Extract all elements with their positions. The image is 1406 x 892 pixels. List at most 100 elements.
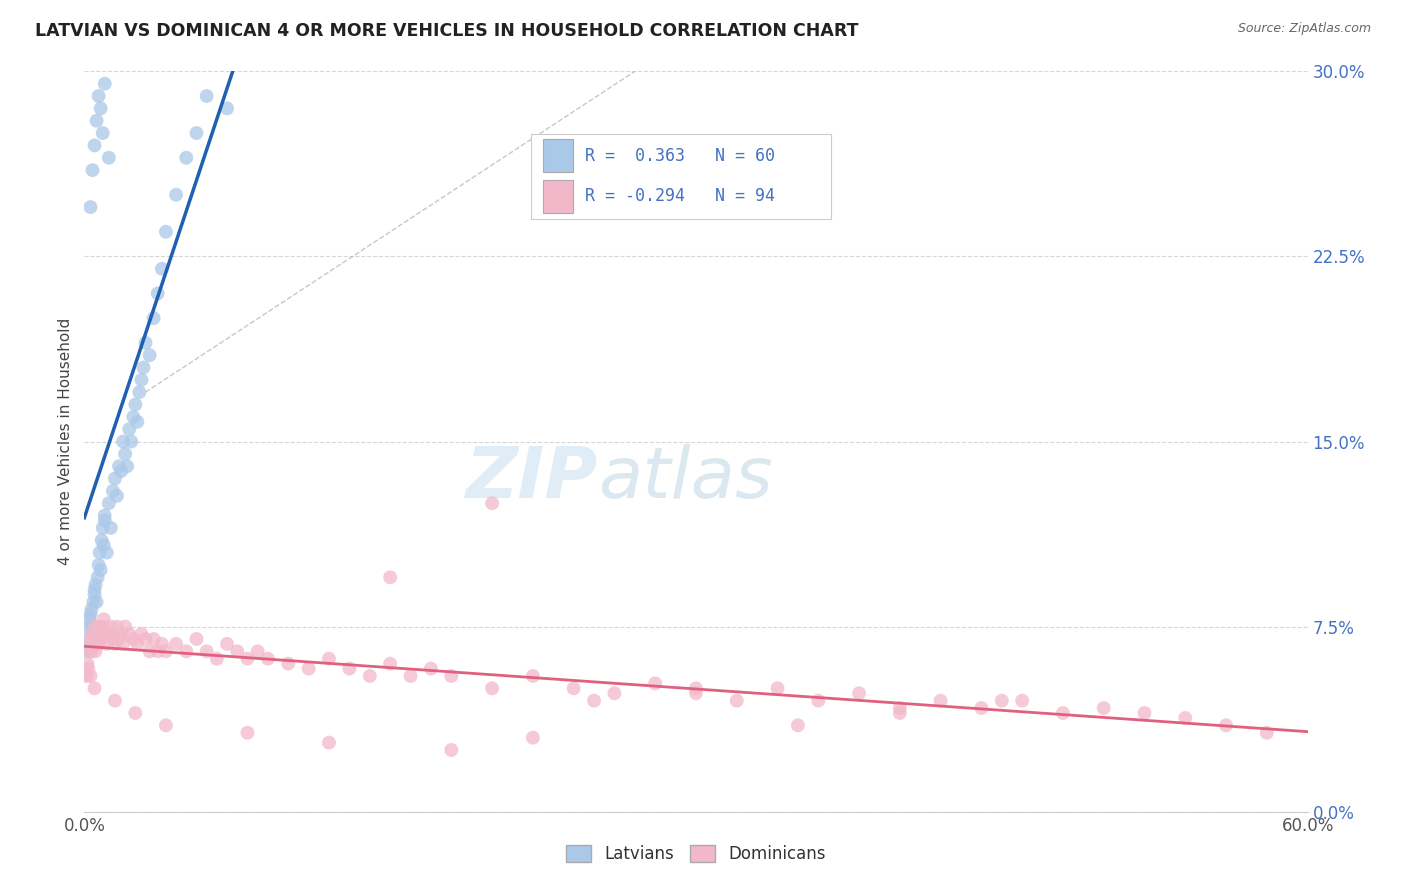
Point — [205, 651, 228, 665]
Point — [138, 644, 160, 658]
Point — [685, 686, 707, 700]
Point — [93, 627, 115, 641]
Point — [380, 570, 402, 584]
Point — [77, 662, 100, 676]
Text: Source: ZipAtlas.com: Source: ZipAtlas.com — [1237, 22, 1371, 36]
Point — [217, 637, 239, 651]
Point — [93, 538, 115, 552]
Point — [787, 718, 810, 732]
Point — [112, 637, 135, 651]
Point — [236, 725, 259, 739]
Text: LATVIAN VS DOMINICAN 4 OR MORE VEHICLES IN HOUSEHOLD CORRELATION CHART: LATVIAN VS DOMINICAN 4 OR MORE VEHICLES … — [35, 22, 859, 40]
Point — [522, 669, 544, 683]
Point — [991, 694, 1014, 708]
Point — [79, 669, 101, 683]
Point — [122, 632, 145, 646]
Point — [1092, 701, 1115, 715]
Point — [90, 632, 112, 646]
Point — [481, 681, 503, 696]
Point — [970, 701, 993, 715]
Point — [142, 632, 165, 646]
Point — [86, 570, 108, 584]
Point — [889, 701, 911, 715]
Point — [142, 311, 165, 326]
Point — [89, 627, 111, 641]
Point — [86, 632, 108, 646]
Point — [97, 627, 120, 641]
Point — [89, 545, 111, 560]
Point — [76, 657, 98, 671]
Point — [90, 563, 112, 577]
Point — [1174, 711, 1197, 725]
Y-axis label: 4 or more Vehicles in Household: 4 or more Vehicles in Household — [58, 318, 73, 566]
Point — [236, 651, 259, 665]
Point — [155, 644, 177, 658]
Point — [87, 637, 110, 651]
Point — [104, 471, 127, 485]
Point — [138, 348, 160, 362]
Point — [115, 459, 138, 474]
Point — [217, 101, 239, 115]
Point — [186, 632, 208, 646]
Point — [83, 619, 105, 633]
Point — [101, 483, 124, 498]
Point — [96, 637, 118, 651]
Point — [318, 736, 340, 750]
Point — [96, 545, 118, 560]
Point — [84, 644, 107, 658]
Point — [174, 151, 197, 165]
Point — [131, 373, 153, 387]
Point — [155, 718, 177, 732]
Point — [87, 558, 110, 572]
Point — [522, 731, 544, 745]
Point — [155, 225, 177, 239]
Point — [725, 694, 748, 708]
Point — [110, 627, 132, 641]
Point — [114, 447, 136, 461]
Point — [603, 686, 626, 700]
Point — [83, 637, 105, 651]
Point — [131, 627, 153, 641]
Point — [79, 632, 101, 646]
Legend: Latvians, Dominicans: Latvians, Dominicans — [560, 838, 832, 870]
Point — [93, 77, 115, 91]
Point — [226, 644, 249, 658]
Point — [339, 662, 361, 676]
Point — [83, 588, 105, 602]
Point — [420, 662, 443, 676]
Point — [86, 113, 108, 128]
Point — [75, 644, 97, 658]
Point — [165, 637, 187, 651]
Point — [104, 637, 127, 651]
Point — [91, 126, 114, 140]
Point — [766, 681, 789, 696]
Point — [1215, 718, 1237, 732]
Point — [246, 644, 269, 658]
Point — [118, 422, 141, 436]
Point — [440, 743, 463, 757]
Point — [583, 694, 606, 708]
Point — [174, 644, 197, 658]
Point — [122, 409, 145, 424]
Point — [146, 644, 169, 658]
Point — [359, 669, 381, 683]
Point — [120, 434, 142, 449]
Point — [91, 521, 114, 535]
Point — [93, 514, 115, 528]
Point — [399, 669, 422, 683]
Point — [93, 612, 115, 626]
Point — [124, 706, 146, 720]
Point — [105, 619, 128, 633]
Point — [79, 607, 101, 622]
Point — [440, 669, 463, 683]
Point — [82, 163, 104, 178]
Point — [108, 459, 131, 474]
Point — [257, 651, 280, 665]
Point — [380, 657, 402, 671]
Point — [1011, 694, 1033, 708]
Point — [127, 415, 149, 429]
Point — [135, 335, 157, 350]
Point — [807, 694, 830, 708]
Point — [481, 496, 503, 510]
Point — [127, 637, 149, 651]
